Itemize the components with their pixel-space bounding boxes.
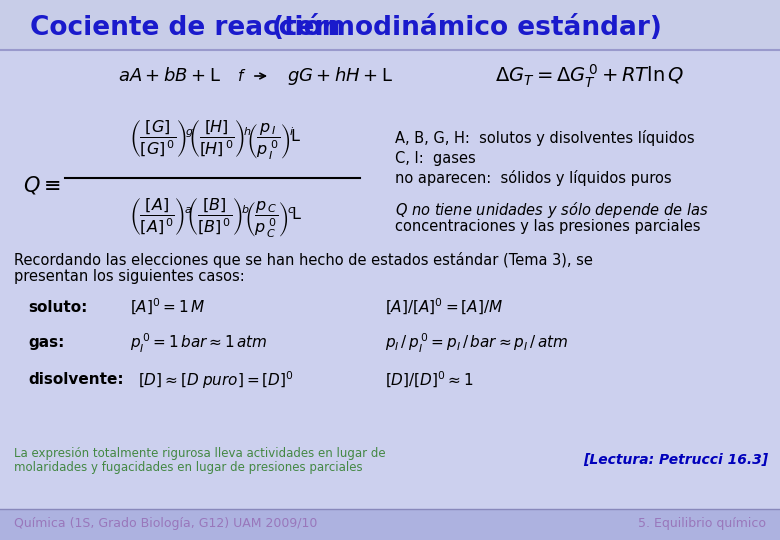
Text: $[D]/[D]^0 \approx 1$: $[D]/[D]^0 \approx 1$ [385, 370, 473, 390]
Text: [Lectura: Petrucci 16.3]: [Lectura: Petrucci 16.3] [583, 453, 768, 467]
Text: A, B, G, H:  solutos y disolventes líquidos: A, B, G, H: solutos y disolventes líquid… [395, 130, 695, 146]
Text: presentan los siguientes casos:: presentan los siguientes casos: [14, 268, 245, 284]
Text: $\Delta G_T = \Delta G_T^{\,0} + RT\ln Q$: $\Delta G_T = \Delta G_T^{\,0} + RT\ln Q… [495, 62, 685, 90]
Text: Recordando las elecciones que se han hecho de estados estándar (Tema 3), se: Recordando las elecciones que se han hec… [14, 252, 593, 268]
Text: concentraciones y las presiones parciales: concentraciones y las presiones parciale… [395, 219, 700, 233]
Text: molaridades y fugacidades en lugar de presiones parciales: molaridades y fugacidades en lugar de pr… [14, 461, 363, 474]
Text: La expresión totalmente rigurosa lleva actividades en lugar de: La expresión totalmente rigurosa lleva a… [14, 447, 385, 460]
Text: gas:: gas: [28, 335, 65, 350]
Text: $[D] \approx [D\;puro] = [D]^0$: $[D] \approx [D\;puro] = [D]^0$ [138, 369, 294, 391]
Text: $p_I\,/\,p_I^{\,0} = p_I\,/\,bar \approx p_I\,/\,atm$: $p_I\,/\,p_I^{\,0} = p_I\,/\,bar \approx… [385, 332, 569, 355]
Text: soluto:: soluto: [28, 300, 87, 314]
Text: no aparecen:  sólidos y líquidos puros: no aparecen: sólidos y líquidos puros [395, 170, 672, 186]
FancyBboxPatch shape [0, 0, 780, 50]
Text: $f$: $f$ [237, 68, 246, 84]
Text: Química (1S, Grado Biología, G12) UAM 2009/10: Química (1S, Grado Biología, G12) UAM 20… [14, 517, 317, 530]
Text: $gG+hH+\mathrm{L}$: $gG+hH+\mathrm{L}$ [287, 65, 393, 87]
Text: disolvente:: disolvente: [28, 373, 123, 388]
Text: $[A]/[A]^0=[A]/M$: $[A]/[A]^0=[A]/M$ [385, 297, 503, 317]
Text: 5. Equilibrio químico: 5. Equilibrio químico [638, 517, 766, 530]
Text: (termodinámico estándar): (termodinámico estándar) [272, 15, 662, 41]
Text: $aA+bB+\mathrm{L}$: $aA+bB+\mathrm{L}$ [119, 67, 222, 85]
Text: $[A]^0 = 1\,M$: $[A]^0 = 1\,M$ [130, 297, 205, 317]
Text: $\left(\dfrac{[A]}{[A]^{\,0}}\right)^{\!a}\!\!\left(\dfrac{[B]}{[B]^{\,0}}\right: $\left(\dfrac{[A]}{[A]^{\,0}}\right)^{\!… [129, 197, 301, 240]
Text: $Q\equiv$: $Q\equiv$ [23, 174, 61, 196]
Text: $\left(\dfrac{[G]}{[G]^{\,0}}\right)^{\!g}\!\!\left(\dfrac{[H]}{[H]^{\,0}}\right: $\left(\dfrac{[G]}{[G]^{\,0}}\right)^{\!… [129, 118, 301, 161]
Text: Cociente de reacción: Cociente de reacción [30, 15, 340, 41]
Text: $p_I^{\,0} = 1\,bar \approx 1\,atm$: $p_I^{\,0} = 1\,bar \approx 1\,atm$ [130, 332, 268, 355]
Text: $Q$ no tiene unidades y sólo depende de las: $Q$ no tiene unidades y sólo depende de … [395, 200, 709, 220]
Text: C, I:  gases: C, I: gases [395, 151, 476, 165]
FancyBboxPatch shape [0, 509, 780, 540]
